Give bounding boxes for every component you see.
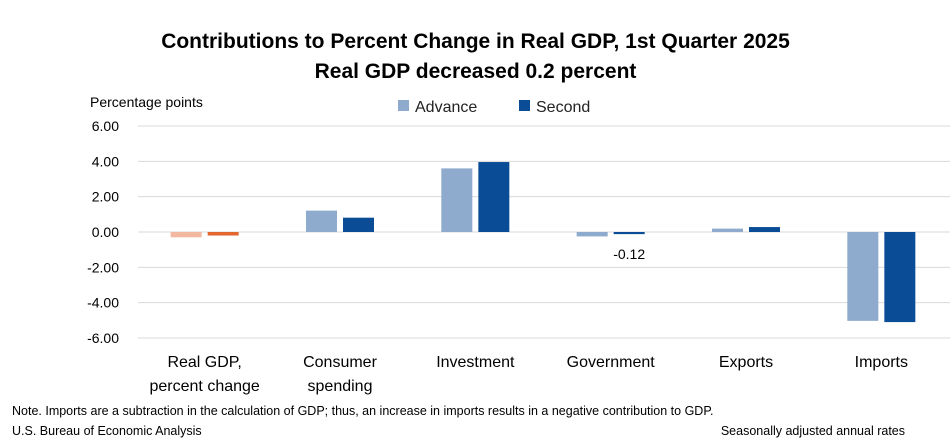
bar-second (749, 227, 780, 232)
source-label: U.S. Bureau of Economic Analysis (12, 424, 202, 438)
y-tick-label: 2.00 (92, 189, 119, 205)
chart-title: Contributions to Percent Change in Real … (161, 30, 790, 53)
y-tick-label: 6.00 (92, 118, 119, 134)
bar-second (613, 232, 645, 235)
y-tick-label: -6.00 (87, 330, 119, 346)
bar-advance (847, 232, 879, 321)
bar-advance (712, 228, 743, 232)
category-label: spending (308, 378, 373, 395)
category-label: percent change (150, 378, 260, 395)
category-labels: Real GDP, percent change Consumer spending I… (150, 354, 908, 395)
bar-second (884, 232, 916, 323)
y-tick-label: 4.00 (92, 153, 119, 169)
bar-advance (306, 210, 337, 232)
chart-subtitle: Real GDP decreased 0.2 percent (314, 60, 637, 83)
y-tick-label: 0.00 (92, 224, 119, 240)
y-tick-labels: 6.00 4.00 2.00 0.00 -2.00 -4.00 -6.00 (87, 118, 119, 346)
legend: Advance Second (398, 99, 590, 116)
category-label: Real GDP, (167, 354, 241, 371)
legend-swatch-advance (398, 100, 409, 111)
legend-swatch-second (519, 100, 530, 111)
bars (170, 162, 916, 323)
bar-second (343, 217, 374, 232)
bar-advance (170, 232, 202, 238)
category-label: Consumer (303, 354, 377, 371)
rates-label: Seasonally adjusted annual rates (720, 424, 905, 438)
y-tick-label: -2.00 (87, 259, 119, 275)
data-label: -0.12 (613, 246, 645, 262)
bar-second (207, 232, 239, 236)
bar-advance (576, 232, 608, 237)
bar-chart: 6.00 4.00 2.00 0.00 -2.00 -4.00 -6.00 Real GDP… (87, 94, 950, 395)
category-label: Imports (855, 354, 908, 371)
category-label: Investment (436, 354, 515, 371)
data-labels: -0.12 (613, 246, 645, 262)
category-label: Government (567, 354, 656, 371)
category-label: Exports (719, 354, 773, 371)
legend-label: Advance (415, 99, 477, 116)
legend-label: Second (536, 99, 590, 116)
gridlines (138, 125, 950, 339)
bar-advance (441, 168, 473, 232)
footnote: Note. Imports are a subtraction in the c… (12, 404, 714, 418)
bar-second (478, 162, 510, 232)
y-tick-label: -4.00 (87, 295, 119, 311)
y-axis-label: Percentage points (90, 94, 203, 110)
